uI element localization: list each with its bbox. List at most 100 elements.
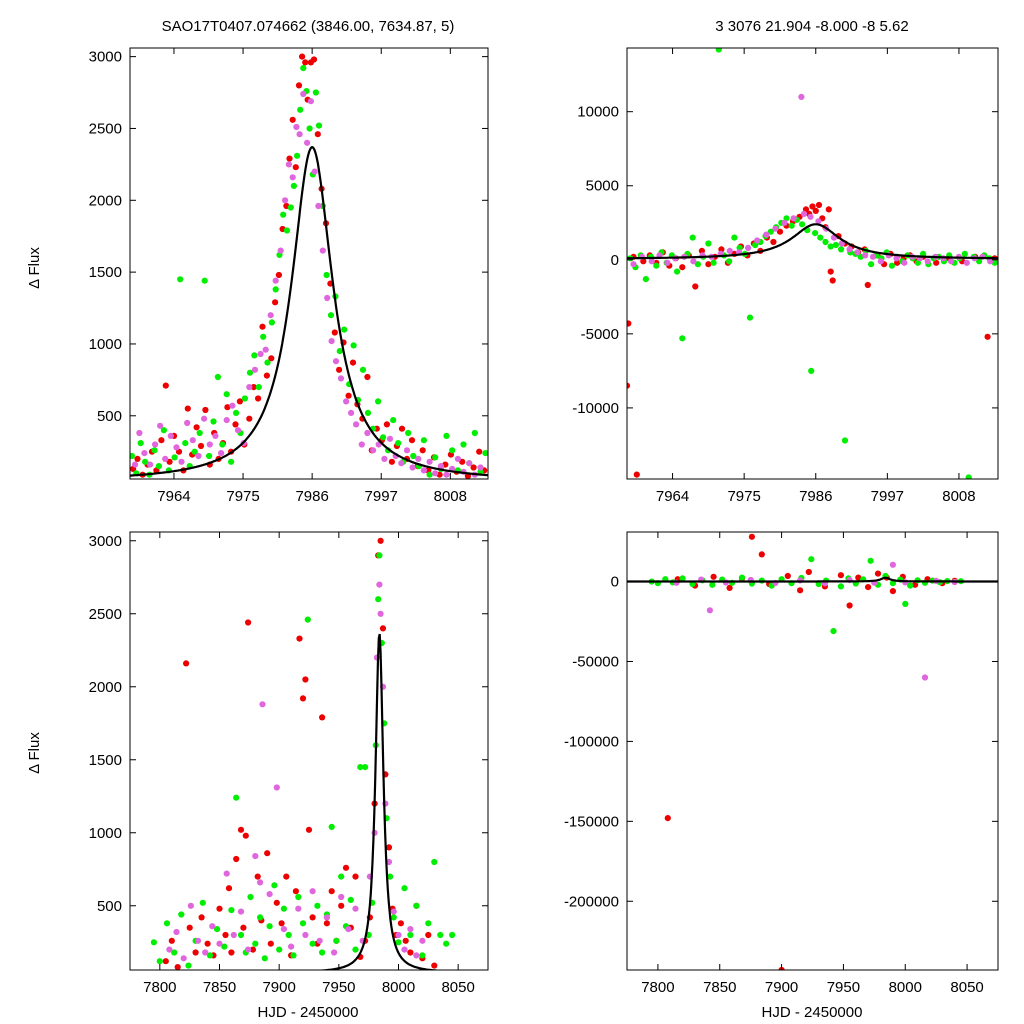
data-point <box>278 920 285 927</box>
data-point <box>182 440 189 447</box>
xlabel-bottom-right: HJD - 2450000 <box>762 1004 863 1021</box>
data-point <box>189 437 196 444</box>
data-point <box>381 455 388 462</box>
data-point <box>184 405 191 412</box>
data-point <box>177 276 184 283</box>
data-point <box>199 899 206 906</box>
data-point <box>889 561 897 568</box>
data-point <box>345 392 352 399</box>
data-point <box>299 53 306 60</box>
data-point <box>280 905 287 912</box>
data-point <box>276 946 283 953</box>
data-point <box>242 832 249 839</box>
x-tick-label: 8050 <box>441 979 474 996</box>
data-point <box>846 246 853 253</box>
data-point <box>342 864 350 871</box>
y-tick-label: 2500 <box>89 120 122 137</box>
x-tick-label: 8000 <box>382 979 415 996</box>
data-point <box>648 258 655 265</box>
data-point <box>865 584 872 591</box>
data-point <box>162 382 169 389</box>
data-points <box>130 53 488 479</box>
data-point <box>633 471 640 478</box>
data-point <box>349 359 357 366</box>
data-point <box>257 879 264 886</box>
data-point <box>252 853 259 860</box>
data-point <box>209 923 216 930</box>
data-point <box>715 48 722 53</box>
data-point <box>264 359 271 366</box>
data-point <box>336 366 343 373</box>
data-point <box>380 434 387 441</box>
data-point <box>815 218 822 225</box>
data-point <box>267 312 274 319</box>
data-point <box>331 329 338 336</box>
data-point <box>799 221 806 228</box>
data-point <box>841 437 849 444</box>
data-point <box>275 271 282 279</box>
data-point <box>689 234 696 241</box>
data-point <box>277 247 284 254</box>
data-point <box>286 155 293 162</box>
data-point <box>758 551 765 558</box>
data-point <box>383 421 390 428</box>
data-point <box>245 946 252 953</box>
data-point <box>171 454 178 461</box>
data-point <box>710 259 717 266</box>
data-point <box>295 82 303 89</box>
data-point <box>726 258 733 265</box>
data-point <box>287 204 294 211</box>
data-point <box>280 926 287 933</box>
data-point <box>223 417 230 424</box>
data-point <box>426 458 433 465</box>
data-point <box>285 161 292 168</box>
data-point <box>214 373 221 381</box>
y-tick-label: 3000 <box>89 533 122 550</box>
data-point <box>776 228 784 235</box>
data-point <box>482 450 488 457</box>
data-point <box>266 923 273 930</box>
data-point <box>402 937 409 944</box>
data-point <box>232 421 239 428</box>
data-point <box>304 139 311 146</box>
data-point <box>259 701 266 708</box>
data-point <box>311 168 318 175</box>
data-point <box>263 372 270 379</box>
data-point <box>237 826 245 833</box>
data-point <box>332 358 340 365</box>
data-point <box>449 447 456 454</box>
data-point <box>807 213 814 220</box>
data-point <box>268 355 275 362</box>
data-point <box>877 258 884 265</box>
data-point <box>933 259 940 266</box>
data-point <box>309 940 316 947</box>
y-tick-label: 1000 <box>89 336 122 353</box>
data-point <box>302 59 309 66</box>
model-curve <box>627 576 998 583</box>
data-points <box>648 533 965 970</box>
data-point <box>476 448 483 455</box>
data-point <box>314 131 321 138</box>
data-point <box>141 450 148 457</box>
data-point <box>267 940 274 947</box>
data-point <box>157 422 164 429</box>
x-tick-label: 7975 <box>226 488 259 505</box>
data-point <box>746 314 754 321</box>
data-point <box>295 905 302 912</box>
data-point <box>183 660 190 667</box>
data-point <box>398 425 406 432</box>
data-point <box>289 116 296 123</box>
data-point <box>234 427 242 434</box>
data-point <box>202 406 209 414</box>
data-point <box>731 234 738 241</box>
data-point <box>259 323 266 330</box>
header-left: SAO17T0407.074662 (3846.00, 7634.87, 5) <box>162 18 455 35</box>
data-point <box>296 635 303 642</box>
data-point <box>825 206 832 213</box>
data-point <box>187 902 194 909</box>
data-point <box>797 587 804 594</box>
data-point <box>245 619 252 626</box>
data-point <box>420 437 427 444</box>
ylabel-bottom: Δ Flux <box>26 732 43 774</box>
data-point <box>150 939 157 946</box>
